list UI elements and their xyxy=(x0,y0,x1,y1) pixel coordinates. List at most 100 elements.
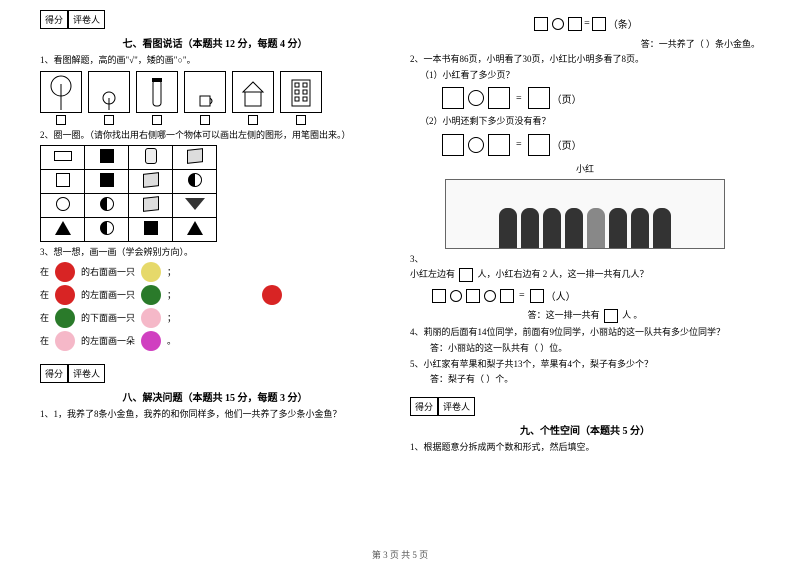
flower-icon xyxy=(141,331,161,351)
score-label: 得分 xyxy=(410,397,438,416)
blank-box[interactable] xyxy=(466,289,480,303)
fruit-row-1: 在 的右面画一只 ； xyxy=(40,262,390,282)
watermelon-icon xyxy=(55,308,75,328)
text: 人，小红右边有 2 人，这一排一共有几人？ xyxy=(478,269,649,279)
blank-box[interactable] xyxy=(528,87,550,109)
cell-cube[interactable] xyxy=(129,170,173,194)
text: ； xyxy=(167,288,176,301)
fish-answer: 答：一共养了（ ）条小金鱼。 xyxy=(410,37,760,50)
blank-box[interactable] xyxy=(442,87,464,109)
page-footer: 第 3 页 共 5 页 xyxy=(0,548,800,561)
cell-oval[interactable] xyxy=(85,194,129,218)
cell-dice[interactable] xyxy=(85,146,129,170)
answer-box[interactable] xyxy=(56,115,66,125)
blank-box[interactable] xyxy=(592,17,606,31)
answer-box[interactable] xyxy=(104,115,114,125)
blank-box[interactable] xyxy=(528,134,550,156)
op-circle[interactable] xyxy=(450,290,462,302)
cell-cone[interactable] xyxy=(173,194,217,218)
text: 在 xyxy=(40,265,49,278)
answer-box[interactable] xyxy=(152,115,162,125)
q4-answer: 答：小丽站的这一队共有（ ）位。 xyxy=(410,342,760,355)
q2-1-text: （1）小红看了多少页？ xyxy=(410,69,760,82)
blank-box[interactable] xyxy=(568,17,582,31)
q3-line: 小红左边有 人，小红右边有 2 人，这一排一共有几人？ xyxy=(410,268,760,282)
fruit-row-4: 在 的左面画一朵 。 xyxy=(40,331,390,351)
section-9-title: 九、个性空间（本题共 5 分） xyxy=(410,422,760,437)
q2-text: 2、一本书有86页，小明看了30页，小红比小明多看了8页。 xyxy=(410,53,760,66)
peach-icon xyxy=(55,331,75,351)
fruit-row-3: 在 的下面画一只 ； xyxy=(40,308,390,328)
text: ； xyxy=(167,265,176,278)
blank-box[interactable] xyxy=(488,134,510,156)
s7-q3-text: 3、想一想，画一画（学会辨别方向）。 xyxy=(40,246,390,259)
op-circle[interactable] xyxy=(484,290,496,302)
eq-q3: = （人） xyxy=(410,288,760,303)
cell-can[interactable] xyxy=(129,146,173,170)
unit: （条） xyxy=(608,16,638,31)
right-column: = （条） 答：一共养了（ ）条小金鱼。 2、一本书有86页，小明看了30页，小… xyxy=(400,10,770,525)
img-item xyxy=(136,71,178,125)
s7-q2-text: 2、圈一圈。（请你找出用右侧哪一个物体可以画出左侧的图形，用笔圈出来。） xyxy=(40,129,390,142)
watermelon-icon xyxy=(141,285,161,305)
img-item xyxy=(280,71,322,125)
grader-label: 评卷人 xyxy=(438,397,475,416)
cell-cube[interactable] xyxy=(129,194,173,218)
table-row xyxy=(41,170,217,194)
q5-text: 5、小红家有苹果和梨子共13个，苹果有4个，梨子有多少个？ xyxy=(410,358,760,371)
pear-icon xyxy=(141,262,161,282)
text: 人 。 xyxy=(622,310,642,320)
img-item xyxy=(232,71,274,125)
cell-triangle2[interactable] xyxy=(173,218,217,242)
answer-box[interactable] xyxy=(248,115,258,125)
xiaohong-label: 小红 xyxy=(410,162,760,175)
cell-square xyxy=(41,170,85,194)
answer-box[interactable] xyxy=(200,115,210,125)
equals: = xyxy=(584,18,590,29)
cell-oval[interactable] xyxy=(85,218,129,242)
grader-label: 评卷人 xyxy=(68,10,105,29)
score-label: 得分 xyxy=(40,10,68,29)
children-illustration xyxy=(445,179,725,249)
cell-rect xyxy=(41,146,85,170)
text: 的左面画一朵 xyxy=(81,334,135,347)
thermos-icon xyxy=(136,71,178,113)
cell-triangle xyxy=(41,218,85,242)
text: 答：这一排一共有 xyxy=(528,310,600,320)
unit: （页） xyxy=(552,137,582,152)
child-icon xyxy=(543,208,561,248)
grader-label: 评卷人 xyxy=(68,364,105,383)
cell-dice[interactable] xyxy=(129,218,173,242)
blank-box[interactable] xyxy=(534,17,548,31)
cell-cube[interactable] xyxy=(173,146,217,170)
house-icon xyxy=(232,71,274,113)
child-icon xyxy=(565,208,583,248)
eq-fish: = （条） xyxy=(410,16,760,31)
score-table: 得分 评卷人 xyxy=(410,397,475,416)
op-circle[interactable] xyxy=(468,90,484,106)
blank-box[interactable] xyxy=(488,87,510,109)
building-icon xyxy=(280,71,322,113)
child-icon xyxy=(587,208,605,248)
left-column: 得分 评卷人 七、看图说话（本题共 12 分，每题 4 分） 1、看图解题，高的… xyxy=(30,10,400,525)
blank-box[interactable] xyxy=(442,134,464,156)
blank-box[interactable] xyxy=(604,309,618,323)
blank-box[interactable] xyxy=(530,289,544,303)
cell-dice[interactable] xyxy=(85,170,129,194)
child-icon xyxy=(499,208,517,248)
blank-box[interactable] xyxy=(459,268,473,282)
blank-box[interactable] xyxy=(432,289,446,303)
op-circle[interactable] xyxy=(468,137,484,153)
worksheet-page: 得分 评卷人 七、看图说话（本题共 12 分，每题 4 分） 1、看图解题，高的… xyxy=(0,0,800,540)
text: ； xyxy=(167,311,176,324)
blank-box[interactable] xyxy=(500,289,514,303)
text: 在 xyxy=(40,311,49,324)
equals: = xyxy=(516,93,522,104)
child-icon xyxy=(631,208,649,248)
unit: （人） xyxy=(546,288,576,303)
cell-oval[interactable] xyxy=(173,170,217,194)
answer-box[interactable] xyxy=(296,115,306,125)
op-circle[interactable] xyxy=(552,18,564,30)
text: 在 xyxy=(40,288,49,301)
cup-icon xyxy=(184,71,226,113)
